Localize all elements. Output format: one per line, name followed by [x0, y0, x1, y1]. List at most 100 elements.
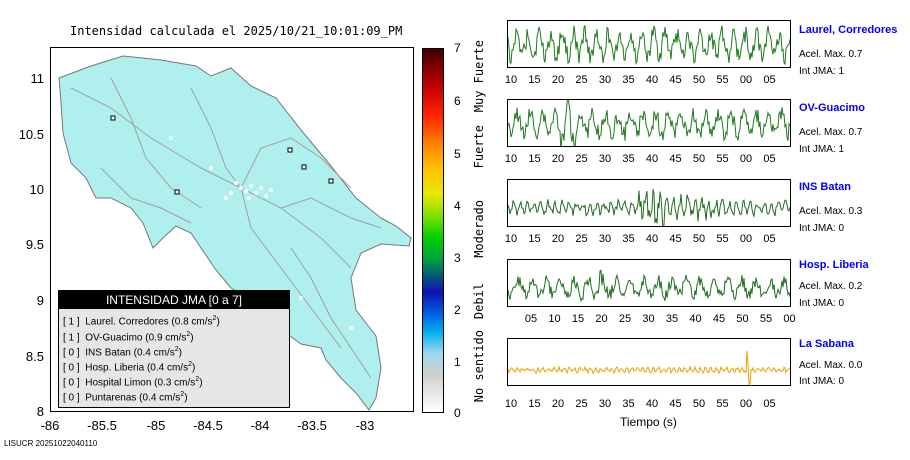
trace-time-tick: 55: [759, 313, 773, 325]
trace-panel-batan[interactable]: [507, 179, 791, 233]
map-x-tick: -85: [146, 418, 166, 433]
trace-time-tick: 00: [739, 153, 753, 165]
trace-time-tick: 45: [712, 313, 726, 325]
colorbar-label: Muy Fuerte: [472, 40, 486, 113]
trace-time-tick: 30: [598, 74, 612, 86]
waveform: [507, 96, 791, 152]
map-x-tick: -84: [250, 418, 270, 433]
trace-panel-guacimo[interactable]: [507, 96, 791, 152]
trace-time-tick: 15: [528, 398, 541, 410]
colorbar-tick: 1: [454, 355, 461, 369]
trace-time-tick: 15: [528, 74, 541, 86]
map-y-tick: 11: [30, 71, 45, 86]
waveform: [507, 24, 791, 66]
trace-time-tick: 30: [642, 313, 655, 325]
costa-rica-map: [58, 55, 412, 411]
colorbar-tick: 0: [454, 406, 461, 420]
trace-int-jma: Int JMA: 0: [799, 298, 845, 309]
trace-time-tick: 20: [551, 398, 565, 410]
colorbar-label: Debil: [472, 283, 486, 320]
trace-time-tick: 35: [665, 313, 679, 325]
trace-time-tick: 00: [739, 233, 753, 245]
trace-time-tick: 50: [692, 398, 706, 410]
trace-time-tick: 45: [669, 153, 682, 165]
trace-time-tick: 40: [645, 74, 659, 86]
colorbar-tick: 3: [454, 251, 461, 265]
trace-time-tick: 45: [669, 233, 682, 245]
map-x-tick: -86: [40, 418, 60, 433]
trace-time-tick: 50: [736, 313, 749, 325]
trace-time-tick: 00: [739, 398, 753, 410]
colorbar-tick: 4: [454, 199, 461, 213]
map-y-tick: 9: [36, 293, 44, 308]
trace-time-tick: 05: [763, 398, 776, 410]
waveform: [507, 269, 791, 303]
trace-time-tick: 15: [528, 153, 541, 165]
station-dots: [169, 136, 353, 330]
trace-time-tick: 40: [689, 313, 702, 325]
trace-time-tick: 35: [622, 398, 635, 410]
trace-time-tick: 05: [763, 74, 776, 86]
intensity-colorbar: [422, 48, 444, 413]
trace-time-tick: 10: [504, 153, 518, 165]
trace-time-tick: 35: [622, 74, 635, 86]
colorbar-label: Fuerte: [472, 125, 486, 169]
trace-time-tick: 05: [763, 233, 776, 245]
trace-time-tick: 50: [692, 74, 706, 86]
legend-row: [ 1 ] OV-Guacimo (0.9 cm/s2): [63, 331, 194, 344]
trace-time-tick: 55: [716, 233, 729, 245]
legend-row: [ 0 ] INS Batan (0.4 cm/s2): [63, 346, 182, 359]
trace-int-jma: Int JMA: 1: [799, 144, 845, 155]
trace-time-tick: 10: [504, 398, 518, 410]
trace-time-tick: 55: [716, 398, 729, 410]
trace-panel-sabana[interactable]: [507, 338, 791, 387]
trace-time-tick: 50: [692, 153, 706, 165]
map-x-tick: -83.5: [297, 418, 327, 433]
map-x-tick: -84.5: [193, 418, 223, 433]
trace-time-tick: 50: [692, 233, 706, 245]
trace-time-tick: 10: [548, 313, 561, 325]
trace-time-tick: 35: [622, 233, 635, 245]
accelerometer-markers: [110, 115, 334, 195]
map-y-tick: 10.5: [18, 127, 44, 142]
trace-time-tick: 45: [669, 398, 682, 410]
legend-row: [ 0 ] Puntarenas (0.4 cm/s2): [63, 391, 188, 404]
trace-time-tick: 20: [551, 153, 565, 165]
trace-time-tick: 15: [571, 313, 585, 325]
colorbar-label: Moderado: [472, 200, 486, 258]
trace-time-tick: 05: [524, 313, 538, 325]
trace-time-tick: 25: [575, 74, 588, 86]
colorbar-tick: 5: [454, 147, 461, 161]
trace-time-tick: 40: [645, 153, 659, 165]
trace-time-tick: 30: [598, 233, 612, 245]
legend-title: INTENSIDAD JMA [0 a 7]: [59, 291, 289, 309]
trace-time-tick: 55: [716, 153, 729, 165]
trace-time-tick: 15: [528, 233, 541, 245]
colorbar-tick: 7: [454, 41, 461, 55]
trace-time-tick: 25: [618, 313, 632, 325]
colorbar-label: No sentido: [472, 330, 486, 403]
trace-time-tick: 05: [763, 153, 776, 165]
trace-time-tick: 00: [783, 313, 796, 325]
trace-time-tick: 25: [575, 233, 588, 245]
trace-acel-max: Acel. Max. 0.0: [799, 360, 863, 371]
map-title: Intensidad calculada el 2025/10/21_10:01…: [70, 24, 403, 38]
trace-time-tick: 30: [598, 153, 612, 165]
trace-int-jma: Int JMA: 1: [799, 66, 845, 77]
country-shape: [58, 55, 412, 411]
map-y-tick: 8.5: [25, 349, 44, 364]
trace-int-jma: Int JMA: 0: [799, 376, 845, 387]
trace-time-tick: 20: [595, 313, 608, 325]
colorbar-tick: 6: [454, 94, 461, 108]
map-x-tick: -85.5: [87, 418, 117, 433]
trace-time-tick: 55: [716, 74, 729, 86]
trace-panel-laurel[interactable]: [507, 20, 791, 68]
colorbar-tick: 2: [454, 303, 461, 317]
trace-acel-max: Acel. Max. 0.2: [799, 281, 863, 292]
trace-time-tick: 40: [645, 233, 659, 245]
road-network: [70, 77, 382, 379]
trace-panel-liberia[interactable]: [507, 259, 791, 307]
trace-time-tick: 40: [645, 398, 659, 410]
trace-time-tick: 30: [598, 398, 612, 410]
trace-time-tick: 20: [551, 74, 565, 86]
